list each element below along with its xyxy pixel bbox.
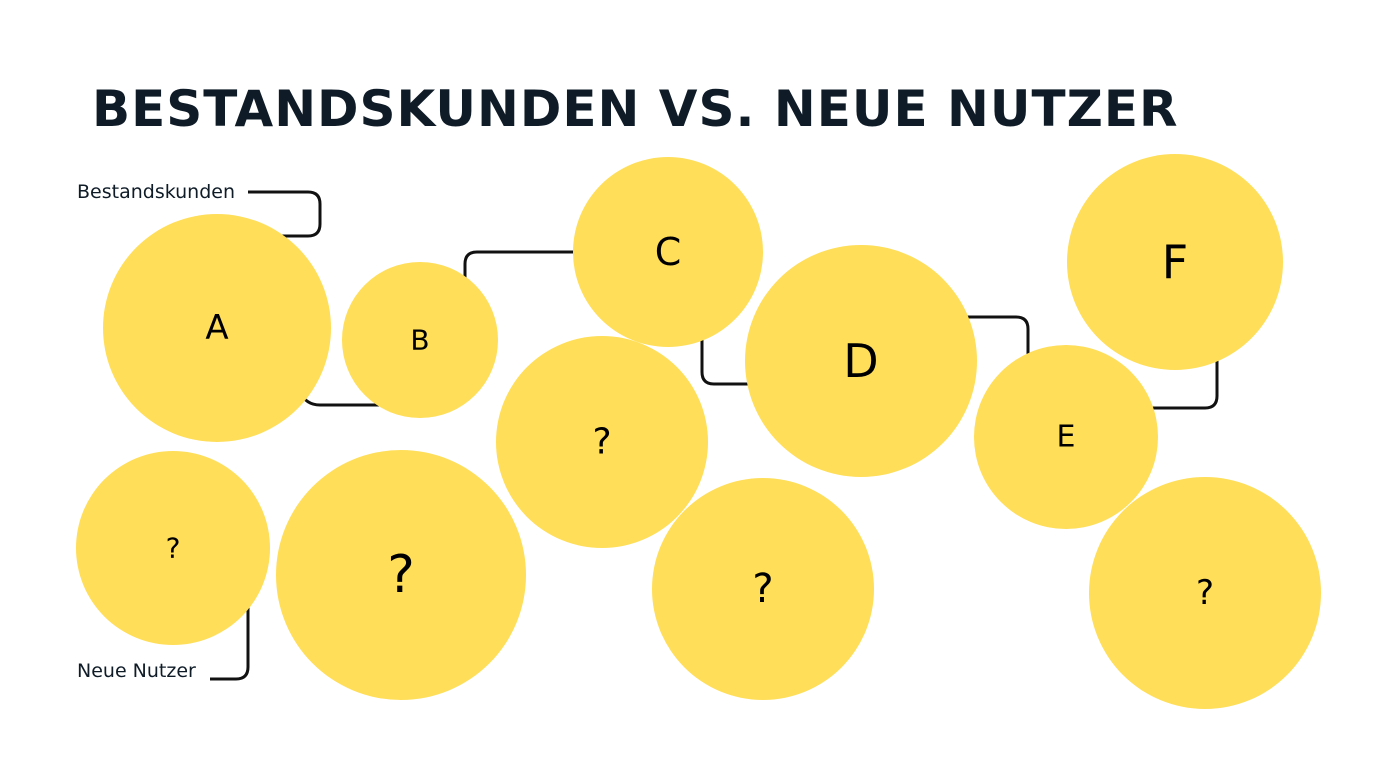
bubble-unknown-3: ? (496, 336, 708, 548)
bubble-circle (342, 262, 498, 418)
bubble-d: D (745, 245, 977, 477)
bubble-unknown-1: ? (76, 451, 270, 645)
bubble-circle (652, 478, 874, 700)
bubble-e: E (974, 345, 1158, 529)
connector-d-e (950, 315, 1030, 360)
bubble-circle (974, 345, 1158, 529)
bubble-unknown-4: ? (652, 478, 874, 700)
bubble-circle (573, 157, 763, 347)
bubble-b: B (342, 262, 498, 418)
connector-neue-nutzer (210, 600, 250, 681)
connector-c-d (700, 330, 760, 386)
bubble-circle (276, 450, 526, 700)
bubble-label: ? (752, 566, 773, 612)
bubble-label: A (205, 308, 228, 348)
bubble-label: ? (387, 545, 415, 605)
bubble-circle (496, 336, 708, 548)
connector-b-c (463, 250, 590, 282)
bubble-circle (76, 451, 270, 645)
bubble-unknown-2: ? (276, 450, 526, 700)
bubble-label: ? (1196, 573, 1214, 613)
page-title: BESTANDSKUNDEN VS. NEUE NUTZER (92, 80, 1179, 138)
label-neue-nutzer: Neue Nutzer (77, 660, 196, 682)
connector-bestandskunden (248, 190, 322, 238)
bubble-circle (745, 245, 977, 477)
connectors (210, 190, 1219, 681)
bubble-label: D (843, 334, 878, 388)
bubble-label: B (410, 324, 429, 357)
bubble-circle (1089, 477, 1321, 709)
bubble-label: E (1057, 420, 1076, 455)
bubble-circle (103, 214, 331, 442)
bubble-label: C (655, 230, 682, 274)
connector-e-f (1140, 350, 1219, 410)
bubble-unknown-5: ? (1089, 477, 1321, 709)
bubble-a: A (103, 214, 331, 442)
label-bestandskunden: Bestandskunden (77, 181, 236, 203)
bubble-label: ? (592, 422, 611, 463)
bubble-c: C (573, 157, 763, 347)
bubble-circle (1067, 154, 1283, 370)
bubble-label: F (1162, 235, 1188, 289)
bubble-label: ? (166, 532, 181, 565)
bubble-f: F (1067, 154, 1283, 370)
